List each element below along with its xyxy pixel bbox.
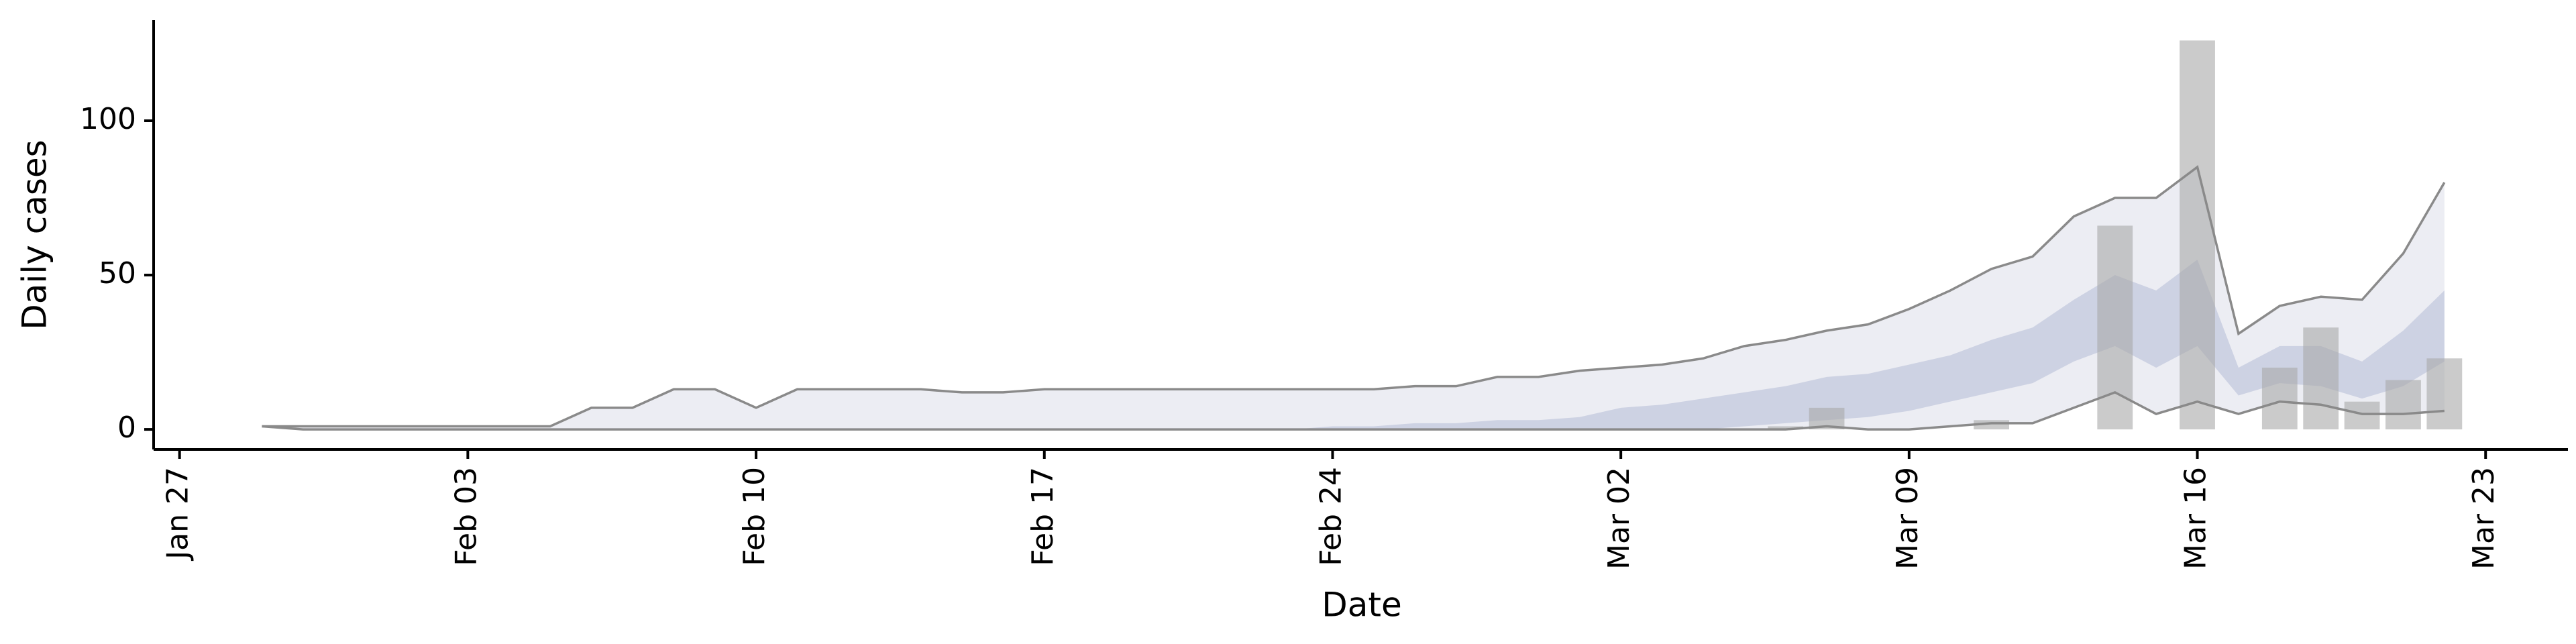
y-tick-label: 100 [80,102,136,136]
y-tick-label: 0 [117,411,136,445]
x-tick-label: Feb 10 [737,467,771,566]
uncertainty-band [262,167,2445,430]
y-axis-label: Daily cases [15,140,54,329]
y-tick-label: 50 [99,256,136,290]
bound-line [262,165,2446,428]
bar [2261,368,2298,430]
bar [2180,40,2215,430]
bar [2344,401,2380,430]
x-tick-label: Mar 09 [1890,467,1925,570]
uncertainty-band [262,260,2445,430]
x-tick-label: Mar 16 [2179,467,2213,570]
bar [1768,426,1804,430]
bar [2385,380,2421,430]
x-tick-label: Jan 27 [161,467,195,561]
x-tick-label: Mar 02 [1602,467,1636,570]
bar [2426,358,2463,430]
x-axis-label: Date [1322,586,1402,625]
x-tick-label: Mar 23 [2467,467,2501,570]
bar [2303,327,2339,430]
x-tick-label: Feb 24 [1313,467,1348,566]
x-tick-label: Feb 17 [1026,467,1060,566]
x-tick-label: Feb 03 [449,467,483,566]
bound-line [262,390,2445,431]
bar [2097,225,2133,430]
